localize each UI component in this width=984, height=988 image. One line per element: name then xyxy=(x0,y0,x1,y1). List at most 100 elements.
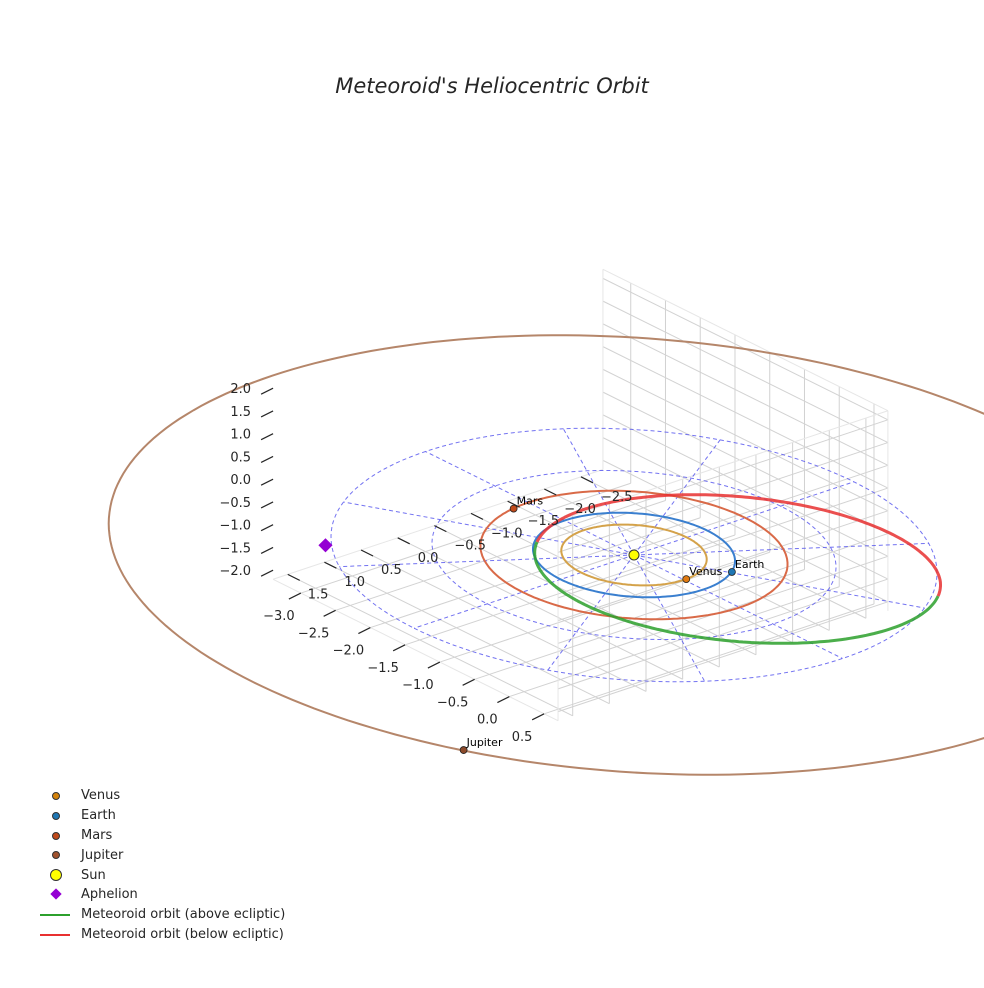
gridline-z xyxy=(557,419,889,531)
gridline-z xyxy=(602,346,889,489)
pane-edge xyxy=(272,469,604,580)
z-tick-mark xyxy=(260,524,274,532)
legend-key-dot xyxy=(36,845,78,865)
z-tick-mark xyxy=(260,546,274,554)
ecliptic-spoke xyxy=(425,451,635,556)
legend-key-line xyxy=(36,925,78,945)
meteoroid-orbit xyxy=(533,493,942,645)
ecliptic-spoke xyxy=(633,542,929,556)
x-tick-mark xyxy=(287,573,301,581)
meteoroid-orbit-below xyxy=(535,493,942,597)
legend-label: Sun xyxy=(81,867,106,883)
gridline-z xyxy=(602,391,889,535)
x-tick-label: −2.0 xyxy=(564,502,596,517)
x-tick-label: 1.5 xyxy=(308,587,329,602)
legend-item: Meteoroid orbit (above ecliptic) xyxy=(36,905,285,925)
legend-label: Venus xyxy=(81,788,121,804)
gridline-y xyxy=(300,482,631,594)
legend-item: Sun xyxy=(36,865,285,885)
legend-item: Venus xyxy=(36,786,285,806)
x-tick-label: −1.5 xyxy=(528,514,560,529)
orbit-venus xyxy=(560,523,708,587)
legend-item: Meteoroid orbit (below ecliptic) xyxy=(36,925,285,945)
gridline-x xyxy=(397,537,683,680)
gridline-x xyxy=(324,561,610,705)
x-tick-label: 0.5 xyxy=(381,563,402,578)
z-tick-mark xyxy=(260,478,274,486)
y-tick-mark xyxy=(288,592,302,600)
x-tick-label: −2.5 xyxy=(601,490,633,505)
x-tick-label: 0.0 xyxy=(418,551,439,566)
gridline-z xyxy=(602,300,889,444)
legend-item: Mars xyxy=(36,826,285,846)
z-tick-mark xyxy=(260,410,274,418)
legend-key-diamond xyxy=(36,885,78,905)
x-tick-mark xyxy=(507,500,520,508)
z-tick-mark xyxy=(260,455,274,463)
planet-label-jupiter: Jupiter xyxy=(466,736,503,749)
ecliptic-spoke xyxy=(413,554,635,629)
x-tick-mark xyxy=(470,512,484,520)
x-tick-label: −0.5 xyxy=(454,539,486,554)
legend-item: Jupiter xyxy=(36,845,285,865)
y-tick-mark xyxy=(358,627,371,635)
gridline-z xyxy=(557,578,889,690)
x-tick-label: −1.0 xyxy=(491,526,523,541)
gridline-y xyxy=(439,551,770,663)
gridline-x xyxy=(470,512,757,656)
y-tick-mark xyxy=(392,644,406,652)
legend-key-line xyxy=(36,905,78,925)
pane-edge xyxy=(272,578,559,722)
gridline-z xyxy=(602,459,889,603)
planet-mars xyxy=(509,504,518,513)
bodies: Venus Earth Mars Jupiter xyxy=(318,495,764,754)
axis-ticks: −2.5−2.0−1.5−1.0−0.50.00.51.01.5−3.0−2.5… xyxy=(220,382,633,745)
ecliptic-spoke xyxy=(633,554,843,659)
x-tick-mark xyxy=(434,525,447,533)
z-tick-label: −1.0 xyxy=(220,519,252,534)
y-tick-label: −1.0 xyxy=(402,678,434,693)
x-tick-mark xyxy=(360,549,374,557)
sun-marker xyxy=(628,549,640,561)
y-tick-label: −2.5 xyxy=(298,626,330,641)
x-tick-mark xyxy=(580,476,594,484)
x-tick-mark xyxy=(544,488,557,496)
gridline-z xyxy=(557,533,889,644)
gridline-y xyxy=(335,500,666,611)
planet-label-mars: Mars xyxy=(517,495,544,508)
gridline-z xyxy=(557,487,889,599)
y-tick-label: −0.5 xyxy=(437,695,469,710)
x-tick-label: 1.0 xyxy=(344,575,365,590)
orbit-earth xyxy=(532,511,736,599)
gridline-z xyxy=(557,601,889,713)
aphelion-marker xyxy=(318,538,333,553)
planet-label-venus: Venus xyxy=(689,565,722,578)
legend-key-dot xyxy=(36,786,78,806)
y-tick-mark xyxy=(462,678,475,686)
gridline-z xyxy=(602,323,889,466)
gridline-z xyxy=(602,414,889,557)
x-tick-mark xyxy=(324,561,337,569)
gridline-x xyxy=(360,549,647,692)
z-tick-label: 0.0 xyxy=(230,473,251,488)
z-tick-label: 1.5 xyxy=(230,405,251,420)
legend-label: Earth xyxy=(81,808,116,824)
y-tick-mark xyxy=(497,696,510,704)
gridline-y xyxy=(404,534,736,646)
gridline-z xyxy=(557,510,889,622)
axes-grid xyxy=(272,268,889,722)
z-tick-mark xyxy=(260,433,274,441)
y-tick-label: −2.0 xyxy=(333,644,365,659)
z-tick-label: −0.5 xyxy=(220,496,252,511)
meteoroid-orbit-above xyxy=(533,541,940,645)
y-tick-label: 0.0 xyxy=(477,713,498,728)
gridline-y xyxy=(509,586,840,698)
y-tick-label: 0.5 xyxy=(512,730,533,745)
x-tick-mark xyxy=(397,537,410,545)
gridline-y xyxy=(543,603,875,715)
y-tick-mark xyxy=(427,661,441,669)
ecliptic-spoke xyxy=(633,554,925,609)
legend-key-dot xyxy=(36,806,78,826)
